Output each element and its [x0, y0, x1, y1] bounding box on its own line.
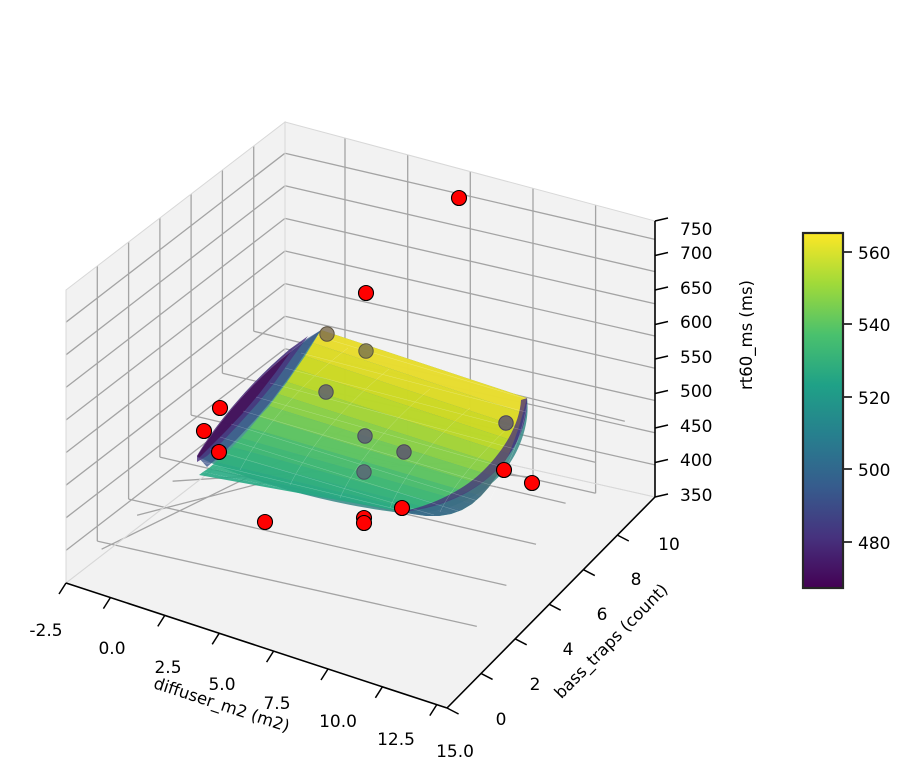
colorbar-ticks [843, 251, 852, 543]
data-point [355, 514, 373, 532]
z-tick-label: 450 [680, 417, 712, 437]
data-point [195, 422, 213, 440]
data-point-behind [356, 464, 372, 480]
scatter-points-behind [318, 326, 514, 480]
z-axis-ticks [654, 217, 669, 498]
z-axis-label: rt60_ms (ms) [737, 280, 757, 390]
z-tick-label: 500 [680, 382, 712, 402]
y-tick-label: 10 [658, 535, 680, 555]
data-point-behind [357, 428, 373, 444]
colorbar-tick-label: 480 [858, 534, 890, 554]
y-tick-label: 0 [496, 710, 507, 730]
x-tick-label: 0.0 [98, 639, 125, 659]
z-tick-label: 750 [680, 220, 712, 240]
z-tick-labels: 350 400 450 500 550 600 650 700 750 [680, 220, 712, 506]
colorbar-tick-labels: 480 500 520 540 560 [858, 244, 890, 554]
x-tick-label: 2.5 [154, 658, 181, 678]
data-point-behind [319, 326, 335, 342]
data-point [450, 189, 468, 207]
x-tick-label: 12.5 [377, 730, 415, 750]
x-tick-label: 7.5 [263, 694, 290, 714]
data-point [210, 443, 228, 461]
x-tick-label: 15.0 [436, 742, 474, 762]
x-tick-labels: -2.5 0.0 2.5 5.0 7.5 10.0 12.5 15.0 [29, 621, 474, 762]
y-tick-label: 4 [563, 640, 574, 660]
y-tick-label: 6 [597, 605, 608, 625]
x-axis-ticks [58, 582, 438, 717]
data-point [256, 513, 274, 531]
y-axis-ticks [446, 534, 630, 715]
data-point [211, 399, 229, 417]
z-tick-label: 700 [680, 244, 712, 264]
x-tick-label: 5.0 [208, 675, 235, 695]
z-tick-label: 550 [680, 348, 712, 368]
z-tick-label: 600 [680, 313, 712, 333]
data-point [357, 284, 375, 302]
y-tick-label: 8 [631, 570, 642, 590]
x-tick-label: 10.0 [319, 712, 357, 732]
pane-left [66, 122, 285, 583]
colorbar-tick-label: 560 [858, 244, 890, 264]
data-point-behind [396, 444, 412, 460]
colorbar-gradient [801, 231, 845, 590]
scatter-points [195, 189, 541, 532]
data-point [495, 461, 513, 479]
data-point-behind [358, 343, 374, 359]
z-tick-label: 400 [680, 451, 712, 471]
data-point [523, 474, 541, 492]
data-point-behind [498, 415, 514, 431]
y-tick-labels: 0 2 4 6 8 10 [496, 535, 680, 730]
data-point [393, 499, 411, 517]
pane-floor [66, 414, 655, 708]
z-tick-label: 650 [680, 279, 712, 299]
y-axis-line [446, 496, 656, 709]
colorbar-tick-label: 540 [858, 316, 890, 336]
colorbar: 480 500 520 540 560 [801, 231, 890, 590]
z-tick-label: 350 [680, 486, 712, 506]
y-tick-label: 2 [530, 675, 541, 695]
colorbar-tick-label: 500 [858, 461, 890, 481]
x-tick-label: -2.5 [29, 621, 62, 641]
data-point-behind [318, 384, 334, 400]
colorbar-tick-label: 520 [858, 389, 890, 409]
x-axis-line [65, 582, 448, 709]
